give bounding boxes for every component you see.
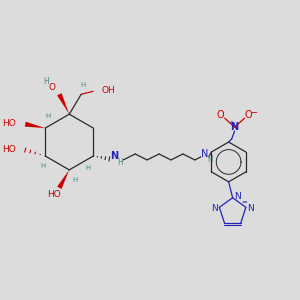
Text: N: N: [248, 204, 254, 213]
Text: N: N: [234, 192, 241, 201]
Text: H: H: [207, 155, 213, 164]
Text: H: H: [86, 165, 91, 171]
Text: H: H: [46, 113, 51, 119]
Text: O: O: [245, 110, 252, 120]
Polygon shape: [25, 122, 45, 128]
Text: •: •: [64, 104, 67, 109]
Text: H: H: [40, 163, 46, 169]
Text: N: N: [201, 149, 208, 159]
Text: O: O: [49, 83, 56, 92]
Text: H: H: [44, 77, 49, 86]
Text: N: N: [110, 151, 118, 161]
Text: =: =: [241, 200, 247, 206]
Text: O: O: [217, 110, 224, 120]
Polygon shape: [57, 93, 69, 114]
Text: +: +: [229, 120, 235, 126]
Text: HO: HO: [47, 190, 61, 199]
Text: H: H: [73, 177, 78, 183]
Text: H: H: [81, 82, 86, 88]
Text: N: N: [211, 204, 218, 213]
Text: H: H: [117, 158, 123, 167]
Text: N: N: [230, 122, 239, 132]
Text: OH: OH: [101, 86, 115, 95]
Polygon shape: [57, 170, 69, 189]
Text: HO: HO: [3, 118, 16, 127]
Text: −: −: [250, 108, 259, 118]
Text: HO: HO: [3, 145, 16, 154]
